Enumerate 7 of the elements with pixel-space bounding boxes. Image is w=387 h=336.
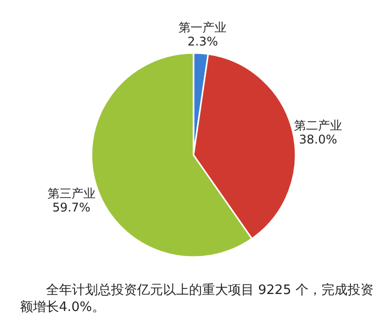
data-label: 38.0% (298, 132, 338, 147)
slice-label: 第三产业 (47, 186, 96, 200)
slice-label: 第二产业 (294, 118, 342, 133)
data-label: 59.7% (52, 200, 90, 214)
data-label: 2.3% (187, 34, 218, 48)
slice-label: 第一产业 (178, 20, 227, 34)
text: 全年计划总投资亿元以上的重大项目 9225 个，完成投资额增长4.0%。 (20, 282, 374, 316)
